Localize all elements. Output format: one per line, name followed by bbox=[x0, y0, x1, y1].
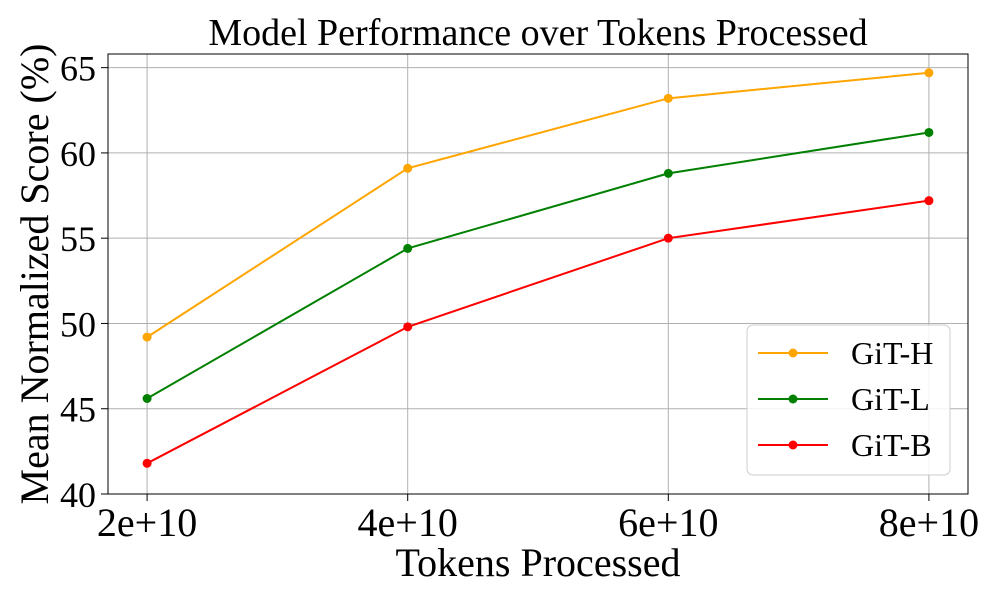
y-tick-label: 55 bbox=[60, 219, 96, 259]
series-git-h bbox=[142, 68, 934, 342]
data-point-git-b bbox=[924, 196, 934, 206]
legend-marker-git-b bbox=[788, 440, 798, 450]
data-point-git-b bbox=[142, 458, 152, 468]
legend: GiT-H GiT-L GiT-B bbox=[746, 324, 951, 476]
legend-frame bbox=[746, 324, 951, 476]
series-git-l bbox=[142, 127, 934, 403]
legend-item-git-h: GiT-H bbox=[758, 335, 933, 371]
x-tick-label: 2e+10 bbox=[97, 500, 197, 545]
legend-item-git-b: GiT-B bbox=[758, 427, 932, 463]
y-tick-label: 45 bbox=[60, 390, 96, 430]
series-line-git-b bbox=[146, 199, 930, 465]
legend-label-git-l: GiT-L bbox=[851, 381, 930, 417]
y-tick-label: 40 bbox=[60, 475, 96, 515]
data-point-git-h bbox=[142, 332, 152, 342]
legend-label-git-b: GiT-B bbox=[851, 427, 932, 463]
y-tick-label: 50 bbox=[60, 304, 96, 344]
series-group bbox=[142, 68, 934, 468]
series-line-git-h bbox=[146, 71, 930, 338]
y-tick-label: 65 bbox=[60, 49, 96, 89]
series-line-git-l bbox=[146, 131, 930, 400]
data-point-git-h bbox=[924, 68, 934, 78]
y-axis-label: Mean Normalized Score (%) bbox=[12, 44, 57, 505]
data-point-git-b bbox=[403, 322, 413, 332]
x-tick-label: 4e+10 bbox=[358, 500, 458, 545]
data-point-git-l bbox=[142, 393, 152, 403]
legend-marker-git-h bbox=[788, 348, 798, 358]
x-tick-label: 6e+10 bbox=[618, 500, 718, 545]
legend-label-git-h: GiT-H bbox=[851, 335, 933, 371]
data-point-git-h bbox=[403, 163, 413, 173]
axis-ticks: 2e+10 4e+10 6e+10 8e+10 40 45 50 55 60 65 bbox=[60, 49, 979, 545]
legend-item-git-l: GiT-L bbox=[758, 381, 930, 417]
data-point-git-l bbox=[924, 127, 934, 137]
x-tick-label: 8e+10 bbox=[879, 500, 979, 545]
data-point-git-l bbox=[663, 168, 673, 178]
x-axis-label: Tokens Processed bbox=[396, 540, 681, 585]
plot-frame bbox=[107, 53, 969, 495]
data-point-git-b bbox=[663, 233, 673, 243]
y-tick-label: 60 bbox=[60, 134, 96, 174]
legend-marker-git-l bbox=[788, 394, 798, 404]
chart-title: Model Performance over Tokens Processed bbox=[208, 12, 867, 54]
series-git-b bbox=[142, 196, 934, 468]
data-point-git-h bbox=[663, 93, 673, 103]
data-point-git-l bbox=[403, 243, 413, 253]
